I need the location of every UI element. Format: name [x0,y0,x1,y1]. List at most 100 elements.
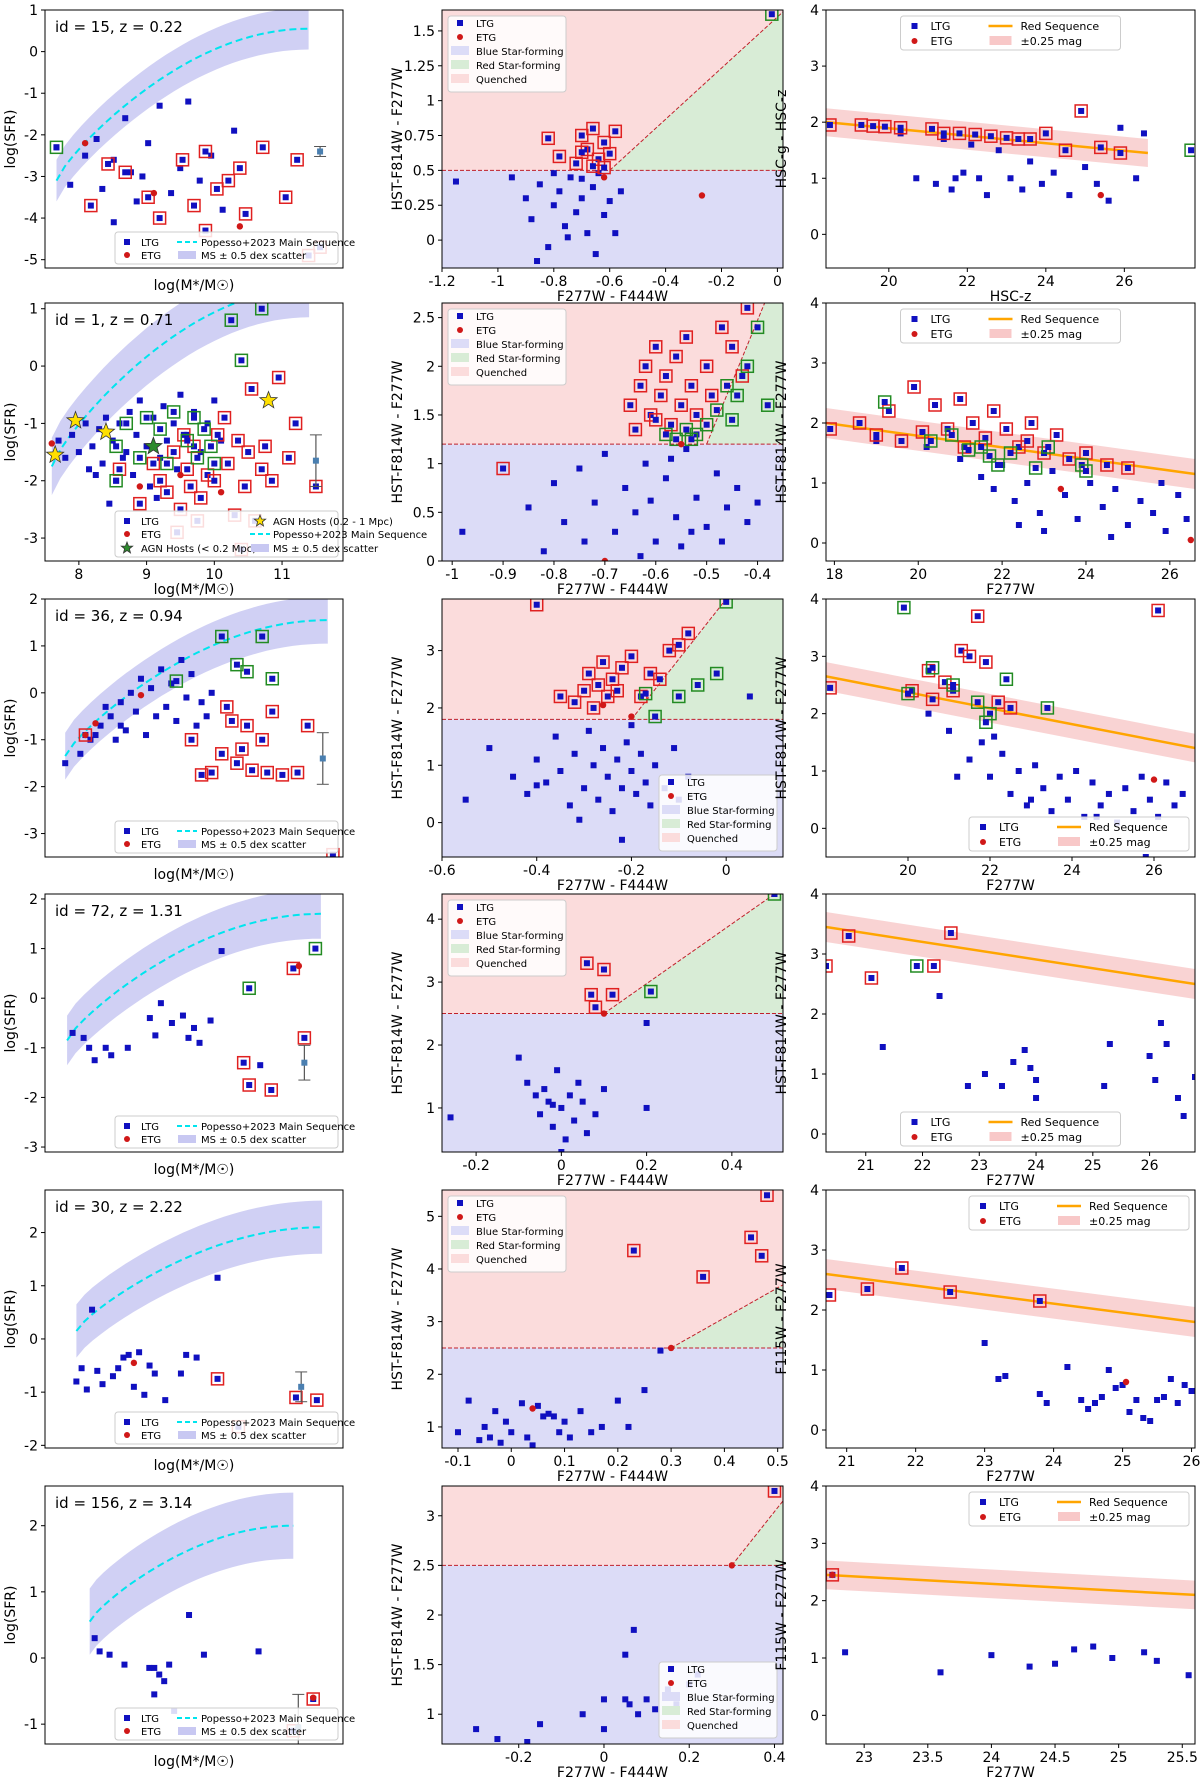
x-tick-label: -0.2 [462,1158,489,1174]
ltg-point [1090,1643,1097,1650]
quenched-ltg-point-core [188,736,195,743]
legend-text: Red Star-forming [476,945,560,956]
quenched-ltg-point [1049,428,1064,442]
panel-r3-c1: 1 2 3 4 -0.2 0 0.2 0.4 F277W - F444W HST-F814W - … [390,893,784,1189]
ms-scatter-band [56,10,309,202]
main-sequence-line [64,619,328,757]
ltg-point [86,1044,93,1051]
quenched-ltg-point-core [929,696,936,703]
agn-host-far-star [258,390,279,409]
ltg-point [600,745,607,752]
ltg-point [1038,180,1045,187]
x-tick-label: -0.6 [428,863,455,879]
y-tick-label: 3 [810,649,819,665]
legend-text: ±0.25 mag [1021,1131,1083,1144]
red-sf-ltg-point-core [987,710,993,717]
red-sf-ltg-point [672,689,686,704]
quenched-ltg-point-core [969,420,976,426]
ltg-point [534,258,541,265]
quenched-ltg-point [1023,132,1037,146]
quenched-ltg-point-core [1028,420,1035,426]
quenched-ltg-point [567,695,582,709]
legend-text: Quenched [476,959,527,970]
ltg-point [462,796,469,803]
y-axis-label: HST-F814W - F277W [390,656,406,799]
quenched-ltg-point-core [202,148,209,155]
ms-scatter-band [65,599,328,780]
quenched-ltg-point-core [236,165,243,172]
ltg-point [1180,1113,1187,1119]
legend-etg-marker [124,252,130,258]
axes-frame [825,1485,1196,1745]
ltg-point [954,773,961,780]
red-sf-ltg-point-core [881,399,888,405]
quenched-ltg-point-core [213,185,220,192]
legend-ltg-marker [668,779,674,785]
quenched-ltg-point-core [259,144,266,151]
ltg-point [966,756,973,763]
red-sf-ltg-point [180,433,194,448]
ltg-point [606,198,613,205]
ltg-point [1101,1083,1108,1089]
y-tick-label: -3 [24,169,38,185]
ltg-point [162,1397,169,1404]
y-tick-label: -1 [24,416,38,432]
ltg-point [1097,802,1104,809]
ltg-point [978,739,985,746]
ltg-point [678,543,685,550]
y-tick-label: 1 [29,1279,38,1295]
quenched-ltg-point-core [1015,444,1022,450]
x-axis-label: F277W - F444W [557,878,668,894]
legend-text: Red Sequence [1089,1200,1168,1213]
quenched-ltg-point [575,128,589,143]
legend-etg-marker [980,839,986,845]
quenched-ltg-point [689,408,704,422]
quenched-ltg-point-core [275,374,282,381]
quenched-ltg-point-core [941,679,948,686]
ltg-point [998,1083,1005,1089]
legend-text: ETG [931,328,953,341]
legend-text: Red Sequence [1089,821,1168,834]
quenched-ltg-point-core [693,411,700,418]
panel-r1-c1: 0 0.5 1 1.5 2 2.5 -1 -0.9 -0.8 -0.7 -0.6 -0.5 -0.4 F2… [390,302,784,598]
legend-text: LTG [141,1122,159,1133]
etg-point [236,223,244,230]
red-sf-ltg-point-core [683,426,690,433]
legend-agn-far-star [253,513,267,527]
legend-text: Quenched [687,1721,738,1732]
legend-ltg-marker [980,824,986,830]
y-tick-label: 0 [29,1651,38,1667]
red-sf-ltg-point [1041,440,1055,454]
quenched-ltg-point-core [666,647,673,654]
ltg-point [158,666,165,673]
ltg-point [1105,197,1112,204]
legend-text: Quenched [476,368,527,379]
quenched-ltg-point [654,388,668,403]
y-tick-label: 3 [426,975,435,991]
legend-text: ±0.25 mag [1021,35,1083,48]
red-sf-ltg-point [730,388,744,403]
quenched-ltg-point-core [881,123,888,130]
quenched-ltg-point-core [982,659,989,666]
main-sequence-line [66,912,321,1041]
ltg-point [647,802,654,809]
quenched-ltg-point-core [1066,456,1073,462]
y-tick-label: -2 [24,1090,38,1106]
red-sf-ltg-point-core [647,988,654,995]
quenched-ltg-point-core [589,163,596,170]
ltg-point [549,1101,556,1108]
red-sf-ltg-point-core [694,682,701,688]
quenched-ltg-point-core [157,477,164,484]
red-sf-ltg-point-core [974,699,981,706]
ltg-point [1112,486,1119,492]
quenched-ltg-point [221,173,236,188]
red-sf-ltg-point [970,695,985,709]
quenched-ltg-point-core [264,769,271,776]
quenched-ltg-point-core [1124,465,1131,471]
legend-frame [447,1195,567,1273]
ltg-point [179,1012,186,1019]
axes-frame [441,9,784,269]
quenched-ltg-point-core [156,215,163,222]
quenched-ltg-point [915,425,930,439]
red-sf-ltg-point-core [713,670,720,677]
